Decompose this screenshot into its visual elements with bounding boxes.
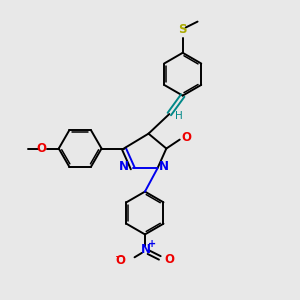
Text: N: N — [159, 160, 169, 173]
Text: N: N — [141, 243, 151, 256]
Text: O: O — [181, 131, 191, 144]
Text: H: H — [175, 110, 182, 121]
Text: S: S — [178, 23, 187, 36]
Text: −: − — [115, 252, 124, 262]
Text: O: O — [164, 253, 174, 266]
Text: +: + — [148, 239, 156, 249]
Text: N: N — [118, 160, 129, 173]
Text: O: O — [36, 142, 46, 155]
Text: O: O — [116, 254, 126, 267]
